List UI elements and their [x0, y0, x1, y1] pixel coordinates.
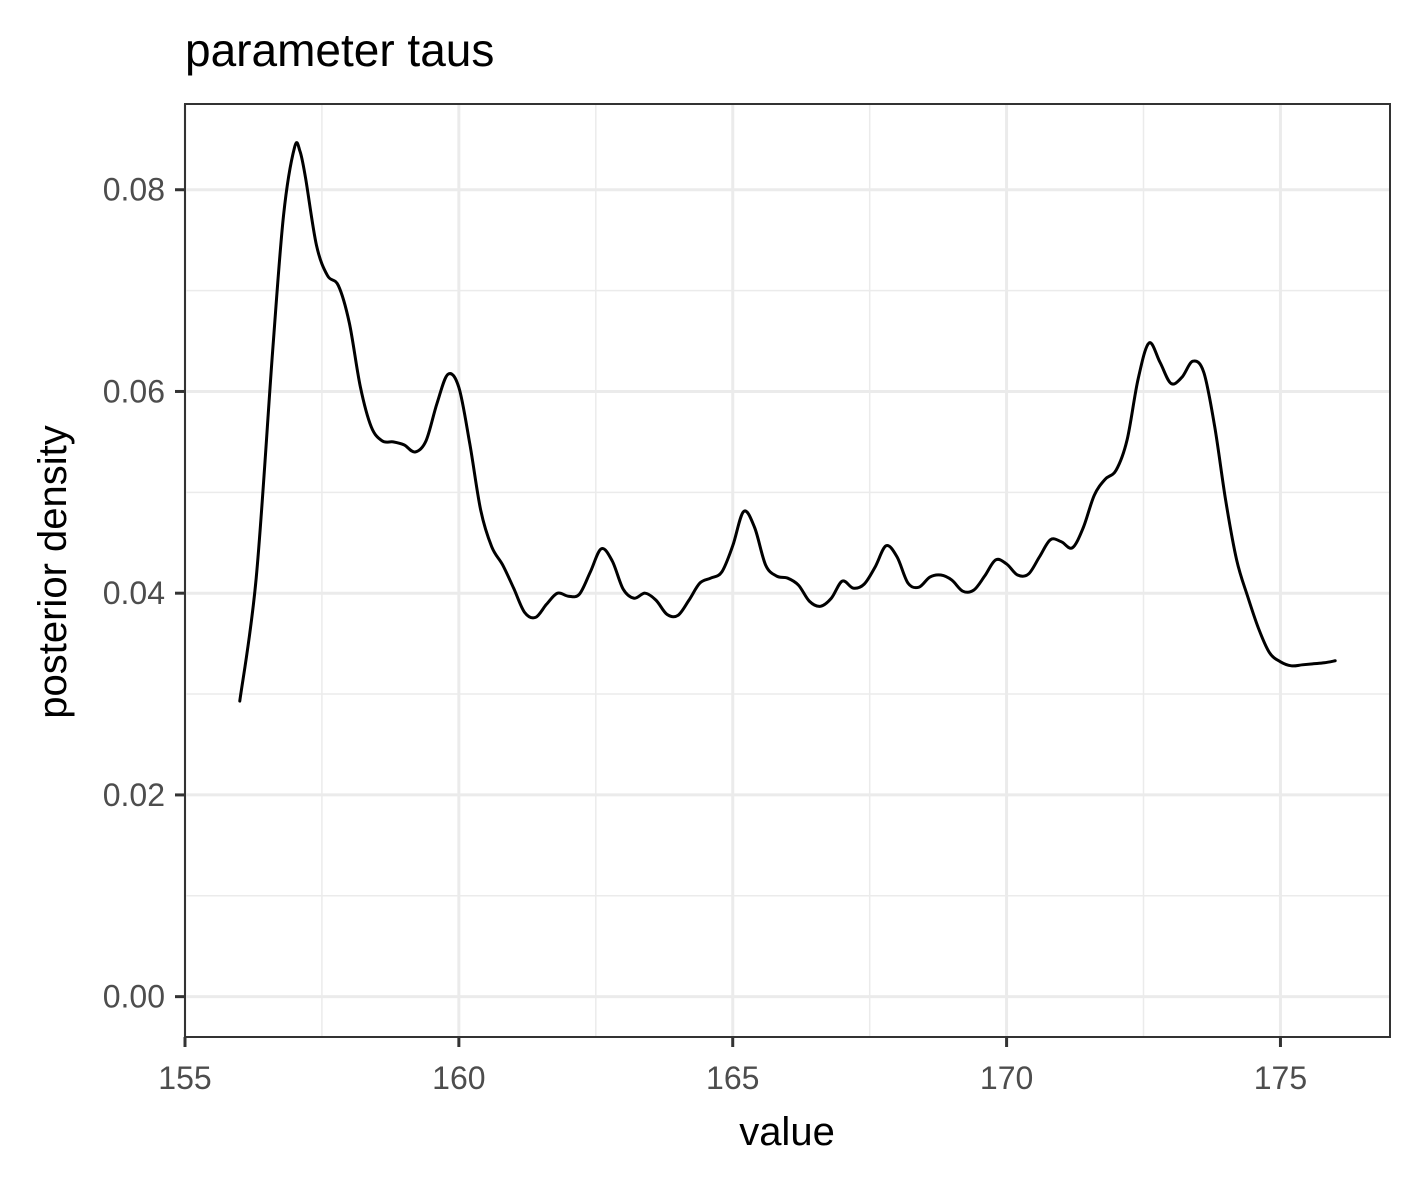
y-axis: 0.00 0.02 0.04 0.06 0.08 — [103, 172, 185, 1015]
x-tick-label: 170 — [980, 1060, 1033, 1096]
chart-title: parameter taus — [185, 24, 494, 76]
x-tick-label: 175 — [1254, 1060, 1307, 1096]
y-tick-label: 0.04 — [103, 575, 165, 611]
y-tick-label: 0.08 — [103, 172, 165, 208]
panel-border — [184, 103, 1391, 1038]
minor-gridlines — [185, 104, 1390, 1037]
density-curve — [238, 141, 1337, 703]
x-tick-label: 165 — [706, 1060, 759, 1096]
x-axis-title: value — [739, 1110, 835, 1154]
x-tick-label: 155 — [158, 1060, 211, 1096]
x-axis: 155 160 165 170 175 — [158, 1037, 1307, 1096]
x-tick-label: 160 — [432, 1060, 485, 1096]
y-tick-label: 0.00 — [103, 979, 165, 1015]
major-gridlines — [183, 104, 1390, 1037]
y-axis-title: posterior density — [31, 425, 75, 718]
y-tick-label: 0.02 — [103, 777, 165, 813]
y-tick-label: 0.06 — [103, 373, 165, 409]
